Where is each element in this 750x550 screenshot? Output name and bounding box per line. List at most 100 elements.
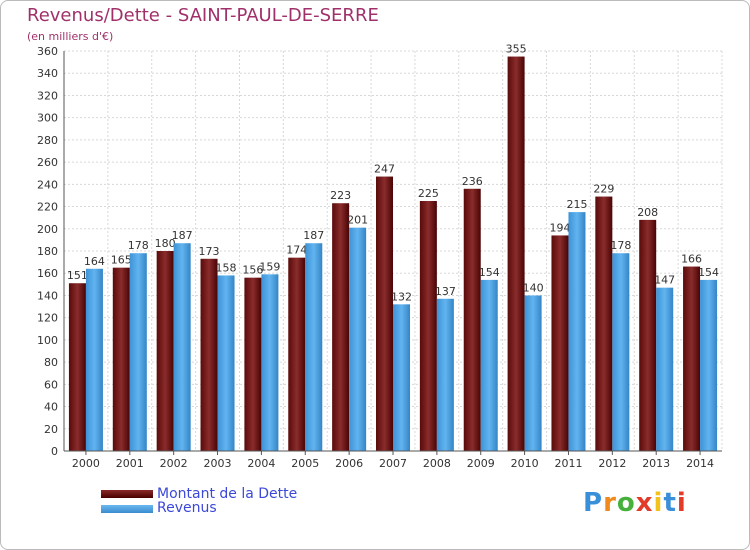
y-tick-label: 80 (44, 356, 58, 369)
data-label-debt: 165 (111, 254, 132, 267)
bar-debt (419, 201, 437, 451)
bar-revenue (568, 212, 586, 451)
data-label-revenue: 215 (566, 198, 587, 211)
bar-debt (332, 203, 350, 451)
logo-letter: x (635, 488, 654, 518)
x-tick-label: 2004 (247, 457, 275, 470)
data-label-debt: 355 (506, 43, 527, 56)
x-tick-label: 2008 (423, 457, 451, 470)
data-label-debt: 151 (67, 269, 88, 282)
data-label-debt: 173 (199, 245, 220, 258)
data-label-revenue: 132 (391, 290, 412, 303)
x-tick-label: 2001 (116, 457, 144, 470)
y-tick-label: 160 (37, 267, 58, 280)
bar-revenue (85, 268, 103, 451)
bar-revenue (480, 279, 498, 451)
y-tick-label: 340 (37, 67, 58, 80)
x-tick-label: 2006 (335, 457, 363, 470)
x-tick-label: 2003 (204, 457, 232, 470)
bar-revenue (656, 287, 674, 451)
data-label-debt: 225 (418, 187, 439, 200)
data-label-debt: 174 (286, 244, 307, 257)
bar-revenue (436, 298, 454, 451)
bar-revenue (305, 243, 323, 451)
logo-letter: i (653, 488, 664, 518)
x-tick-label: 2007 (379, 457, 407, 470)
data-label-debt: 166 (681, 253, 702, 266)
bar-debt (463, 188, 481, 451)
bar-revenue (129, 253, 147, 451)
logo-letter: t (663, 488, 677, 518)
x-tick-label: 2000 (72, 457, 100, 470)
chart-subtitle: (en milliers d'€) (27, 30, 114, 43)
logo-letter: r (603, 488, 617, 518)
logo-letter: i (676, 488, 687, 518)
bar-debt (595, 196, 613, 451)
bar-debt (68, 283, 86, 451)
bar-revenue (173, 243, 191, 451)
bar-debt (288, 257, 306, 451)
data-label-revenue: 159 (259, 260, 280, 273)
y-tick-label: 320 (37, 89, 58, 102)
y-tick-label: 220 (37, 201, 58, 214)
axes: 0 20 40 60 80 100 120 140 160 180 200 220 240 260 280 3… (37, 45, 722, 470)
bar-revenue (524, 295, 542, 451)
data-label-revenue: 178 (610, 239, 631, 252)
bar-debt (244, 277, 262, 451)
bar-debt (639, 219, 657, 451)
x-tick-label: 2002 (160, 457, 188, 470)
legend-swatch-debt (101, 490, 153, 498)
bar-revenue (217, 275, 235, 451)
bar-debt (376, 176, 393, 452)
proxiti-logo: Proxiti (583, 488, 687, 518)
y-tick-label: 240 (37, 178, 58, 191)
logo-letter: o (616, 488, 636, 518)
y-tick-label: 180 (37, 245, 58, 258)
logo-letter: P (583, 488, 604, 518)
data-label-debt: 208 (637, 206, 658, 219)
y-tick-label: 280 (37, 134, 58, 147)
bar-debt (200, 258, 218, 451)
x-tick-label: 2010 (511, 457, 539, 470)
data-label-debt: 229 (593, 183, 614, 196)
y-tick-label: 60 (44, 378, 58, 391)
x-tick-label: 2012 (598, 457, 626, 470)
bar-debt (156, 251, 174, 451)
y-tick-label: 200 (37, 223, 58, 236)
data-label-revenue: 187 (172, 229, 193, 242)
bar-revenue (261, 274, 279, 451)
data-label-revenue: 201 (347, 214, 368, 227)
chart-title: Revenus/Dette - SAINT-PAUL-DE-SERRE (27, 5, 379, 26)
data-label-revenue: 137 (435, 285, 456, 298)
data-label-debt: 156 (242, 264, 263, 277)
bar-revenue (700, 279, 718, 451)
bar-debt (551, 235, 569, 451)
data-label-revenue: 140 (523, 281, 544, 294)
legend-swatch-revenue (101, 505, 153, 513)
data-label-revenue: 158 (216, 261, 237, 274)
bar-revenue (349, 227, 367, 451)
y-tick-label: 20 (44, 423, 58, 436)
x-tick-label: 2014 (686, 457, 714, 470)
bar-debt (507, 56, 525, 452)
data-label-debt: 180 (155, 237, 176, 250)
bar-debt (112, 267, 130, 451)
data-label-revenue: 154 (479, 266, 500, 279)
data-label-debt: 194 (549, 221, 570, 234)
y-tick-label: 140 (37, 289, 58, 302)
bar-revenue (393, 304, 410, 451)
data-label-debt: 223 (330, 189, 351, 202)
y-tick-label: 100 (37, 334, 58, 347)
legend-label-debt: Montant de la Dette (157, 486, 298, 502)
x-tick-label: 2011 (554, 457, 582, 470)
data-label-revenue: 187 (303, 229, 324, 242)
x-tick-label: 2009 (467, 457, 495, 470)
data-label-debt: 247 (374, 163, 395, 176)
data-label-revenue: 154 (698, 266, 719, 279)
y-tick-label: 300 (37, 112, 58, 125)
y-tick-label: 360 (37, 45, 58, 58)
bar-revenue (612, 253, 630, 451)
